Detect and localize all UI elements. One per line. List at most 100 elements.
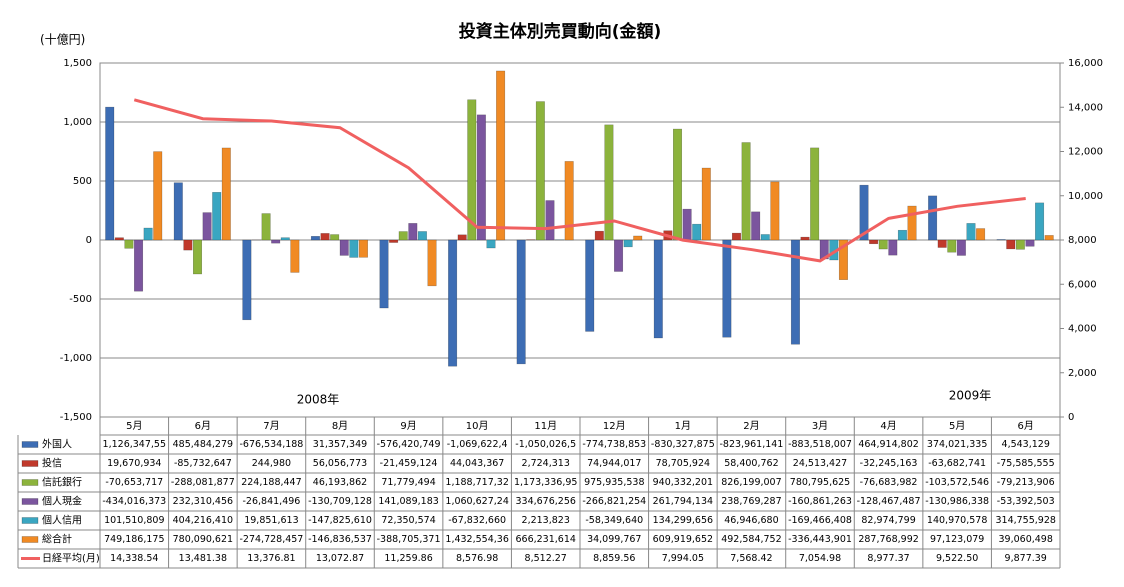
bar: [897, 229, 907, 241]
table-value: 404,216,410: [173, 515, 233, 526]
bar: [722, 239, 732, 338]
table-value: 44,043,367: [450, 458, 504, 469]
table-value: -147,825,610: [308, 515, 372, 526]
table-value: -883,518,007: [788, 439, 852, 450]
table-value: -130,986,338: [925, 496, 989, 507]
bar: [320, 233, 330, 241]
bar: [594, 230, 604, 241]
y2-tick-label: 0: [1068, 412, 1074, 423]
bar: [153, 151, 163, 241]
table-value: -85,732,647: [174, 458, 232, 469]
table-value: 780,795,625: [790, 477, 850, 488]
table-value: 666,231,614: [515, 534, 575, 545]
table-value: 8,859.56: [593, 553, 635, 564]
x-tick-label: 2月: [743, 420, 759, 432]
bar: [966, 223, 976, 241]
bar: [398, 231, 408, 241]
bar: [633, 235, 643, 241]
legend-swatch: [21, 517, 39, 524]
y2-tick-label: 4,000: [1068, 324, 1097, 335]
table-value: 97,123,079: [930, 534, 984, 545]
bar: [221, 147, 231, 241]
table-value: 238,769,287: [721, 496, 781, 507]
table-value: 780,090,621: [173, 534, 233, 545]
y-tick-label: -500: [69, 294, 92, 305]
bar: [682, 208, 692, 241]
legend-label: 日経平均(月): [42, 552, 100, 565]
bar: [1006, 239, 1016, 250]
table-value: -1,050,026,5: [515, 439, 576, 450]
bar: [496, 70, 506, 241]
table-value: 1,173,336,95: [514, 477, 577, 488]
table-value: 140,970,578: [927, 515, 987, 526]
bar: [134, 239, 144, 292]
table-value: 749,186,175: [104, 534, 164, 545]
bar: [790, 239, 800, 345]
bar: [193, 239, 203, 275]
table-value: -676,534,188: [239, 439, 303, 450]
y-tick-label: -1,500: [60, 412, 92, 423]
table-value: -130,709,128: [308, 496, 372, 507]
table-value: 287,768,992: [858, 534, 918, 545]
bar: [467, 99, 477, 241]
bar: [760, 234, 770, 241]
bar: [1025, 239, 1035, 247]
bar: [564, 161, 574, 241]
y2-tick-label: 16,000: [1068, 58, 1103, 69]
y2-tick-label: 14,000: [1068, 102, 1103, 113]
bar: [143, 227, 153, 241]
table-value: 8,512.27: [525, 553, 567, 564]
table-value: 314,755,928: [995, 515, 1055, 526]
y-tick-label: 1,500: [63, 58, 92, 69]
table-value: 101,510,809: [104, 515, 164, 526]
bar: [878, 239, 888, 250]
table-value: 8,576.98: [456, 553, 498, 564]
table-value: 1,432,554,36: [445, 534, 508, 545]
legend-swatch: [21, 498, 39, 505]
bar: [280, 237, 290, 241]
table-value: -1,069,622,4: [447, 439, 508, 450]
y2-tick-label: 10,000: [1068, 191, 1103, 202]
bar: [604, 124, 614, 241]
bar: [448, 239, 458, 367]
table-value: 24,513,427: [793, 458, 847, 469]
table-value: -288,081,877: [171, 477, 235, 488]
bar: [408, 223, 418, 241]
x-tick-label: 1月: [675, 420, 691, 432]
table-value: 485,484,279: [173, 439, 233, 450]
x-tick-label: 6月: [195, 420, 211, 432]
bar: [1044, 235, 1054, 241]
table-value: -169,466,408: [788, 515, 852, 526]
table-value: -58,349,640: [585, 515, 643, 526]
bar: [838, 239, 848, 280]
bar: [183, 239, 193, 251]
line: [133, 98, 1026, 263]
table-value: 9,877.39: [1005, 553, 1047, 564]
bar: [1015, 239, 1025, 250]
chart-title: 投資主体別売買動向(金額): [459, 21, 662, 42]
table-value: 14,338.54: [110, 553, 158, 564]
bar: [358, 239, 368, 258]
y-axis-label: (十億円): [40, 33, 85, 47]
table-value: 72,350,574: [381, 515, 435, 526]
bar: [545, 200, 555, 241]
table-value: 334,676,256: [515, 496, 575, 507]
table-value: 826,199,007: [721, 477, 781, 488]
x-tick-label: 10月: [466, 420, 489, 432]
table-value: 13,376.81: [247, 553, 295, 564]
bar: [888, 239, 898, 256]
x-tick-label: 4月: [880, 420, 896, 432]
bar: [800, 236, 810, 241]
legend-label: 信託銀行: [42, 476, 82, 489]
x-tick-label: 7月: [263, 420, 279, 432]
y2-tick-label: 6,000: [1068, 279, 1097, 290]
bar: [290, 239, 300, 273]
x-tick-label: 8月: [332, 420, 348, 432]
bar: [692, 223, 702, 241]
bar: [349, 239, 359, 258]
x-tick-label: 11月: [534, 420, 557, 432]
bar: [623, 239, 633, 248]
table-value: 19,670,934: [107, 458, 161, 469]
bar: [339, 239, 349, 256]
